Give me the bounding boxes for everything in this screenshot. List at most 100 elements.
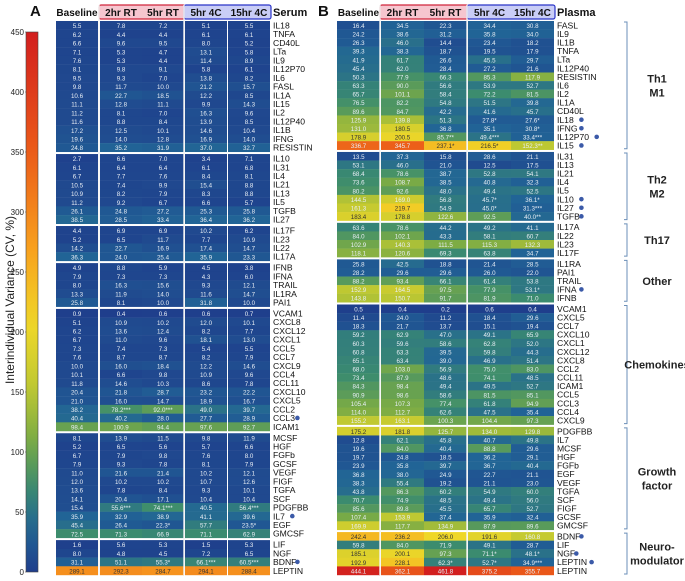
heatmap-cell: [142, 226, 184, 235]
heatmap-cell: [424, 81, 467, 90]
heatmap-cell: [100, 21, 142, 30]
heatmap-cell: [337, 321, 380, 331]
heatmap-cell: [185, 197, 227, 207]
cell-value: 8.8: [117, 265, 126, 272]
heatmap-cell: [424, 435, 467, 445]
heatmap-cell: [424, 72, 467, 82]
group-bracket: [624, 223, 628, 257]
cell-value: 4.4: [159, 32, 168, 39]
cell-value: 45.4: [71, 523, 84, 530]
cell-value: 97.3: [439, 551, 452, 558]
cell-value: 44.2: [439, 225, 452, 232]
heatmap-cell: [56, 468, 98, 478]
cell-value: 7.9: [73, 274, 82, 281]
cell-value: 89.6: [526, 523, 539, 530]
cell-value: 19.7: [352, 455, 365, 462]
cell-value: 18.5: [439, 455, 452, 462]
cell-value: 47.5: [483, 409, 496, 416]
heatmap-cell: [424, 106, 467, 116]
cell-value: 114.0: [351, 409, 367, 416]
heatmap-cell: [337, 98, 380, 108]
heatmap-cell: [468, 521, 511, 531]
cell-value: 10.6: [71, 93, 84, 100]
row-label: HGF: [273, 441, 291, 451]
cell-value: 49.4: [483, 498, 496, 505]
cell-value: 9.8: [159, 453, 168, 460]
heatmap-cell: [424, 259, 467, 269]
cell-value: 9.8: [202, 435, 211, 442]
cell-value: 0.4: [398, 306, 407, 313]
row-label: CCL7: [557, 321, 579, 331]
cell-value: 7.3: [73, 346, 82, 353]
heatmap-cell: [337, 495, 380, 505]
cell-value: 7.8: [245, 381, 254, 388]
cell-value: 5.5: [73, 23, 82, 30]
cell-value: 85.1: [526, 392, 539, 399]
heatmap-cell: [511, 194, 554, 204]
row-label: BDNF: [557, 531, 580, 541]
heatmap-cell: [337, 72, 380, 82]
cell-value: 60.0: [526, 489, 539, 496]
row-label: IL9: [273, 55, 285, 65]
cell-value: 13.5: [352, 154, 365, 161]
row-label: ICAM1: [557, 381, 583, 391]
cell-value: 66.1***: [196, 560, 216, 567]
cell-value: 7.8: [117, 23, 126, 30]
cell-value: 16.9: [157, 246, 170, 253]
cell-value: 39.8: [526, 100, 539, 107]
cell-value: 4.5: [202, 265, 211, 272]
cell-value: 36.7: [483, 463, 496, 470]
group-bracket: [624, 532, 628, 575]
heatmap-cell: [511, 267, 554, 277]
heatmap-cell: [56, 206, 98, 216]
heatmap-cell: [185, 243, 227, 253]
cell-value: 161.3: [351, 205, 367, 212]
heatmap-cell: [337, 452, 380, 462]
cell-value: 25.4: [157, 254, 170, 261]
significance-dot: [594, 134, 599, 140]
heatmap-cell: [185, 326, 227, 336]
heatmap-cell: [142, 90, 184, 100]
cell-value: 6.6: [202, 200, 211, 207]
cell-value: 43.3: [439, 233, 452, 240]
heatmap-cell: [185, 215, 227, 225]
cell-value: 87.9: [483, 523, 496, 530]
heatmap-cell: [381, 240, 424, 249]
heatmap-cell: [424, 373, 467, 382]
cell-value: 97.5: [439, 287, 452, 294]
cell-value: 178.9: [351, 135, 367, 142]
heatmap-cell: [381, 72, 424, 82]
heatmap-cell: [424, 222, 467, 232]
cell-value: 51.4: [526, 358, 539, 365]
cell-value: 0.7: [245, 311, 254, 318]
heatmap-cell: [228, 206, 270, 216]
row-label: GCSF: [557, 512, 581, 522]
cell-value: 29.7: [526, 57, 539, 64]
heatmap-cell: [142, 503, 184, 512]
cell-value: 6.1: [202, 32, 211, 39]
heatmap-cell: [511, 540, 554, 550]
cell-value: 31.1: [71, 560, 84, 567]
cell-value: 28.4: [439, 66, 452, 73]
heatmap-cell: [468, 267, 511, 277]
group-bracket: [624, 427, 628, 530]
heatmap-cell: [381, 46, 424, 56]
heatmap-cell: [100, 413, 142, 423]
heatmap-cell: [185, 73, 227, 83]
heatmap-cell: [142, 215, 184, 225]
heatmap-cell: [56, 503, 98, 512]
cell-value: 16.3: [115, 283, 128, 290]
cell-value: 10.1: [71, 372, 84, 379]
column-header: 5hr 4C: [474, 8, 505, 19]
cell-value: 21.2: [200, 84, 213, 91]
cell-value: 38.9: [157, 514, 170, 521]
heatmap-cell: [185, 171, 227, 181]
heatmap-cell: [511, 338, 554, 348]
row-label: TNFA: [557, 46, 579, 56]
cell-value: 16.4: [352, 23, 365, 30]
cell-value: 180.5: [395, 126, 411, 133]
heatmap-cell: [100, 548, 142, 558]
cell-value: 10.4: [243, 128, 256, 135]
heatmap-cell: [511, 549, 554, 559]
heatmap-cell: [100, 162, 142, 172]
